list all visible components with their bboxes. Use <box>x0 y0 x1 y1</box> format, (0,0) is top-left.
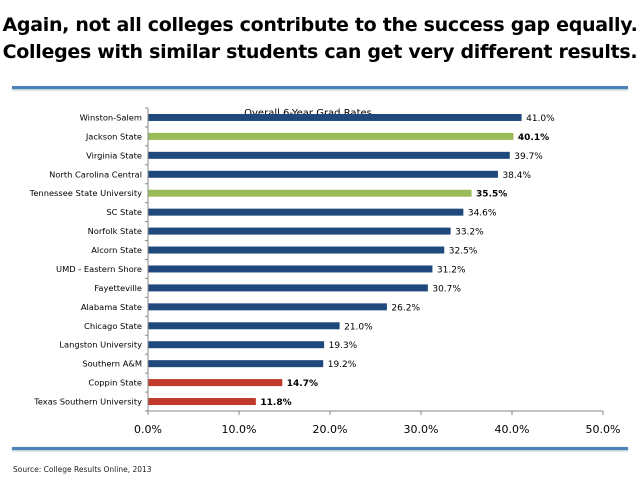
category-label: Texas Southern University <box>33 397 142 407</box>
data-label: 33.2% <box>455 228 484 238</box>
category-label: North Carolina Central <box>49 169 142 179</box>
bar-alabama-state <box>148 303 387 311</box>
x-tick-label: 30.0% <box>404 423 439 436</box>
data-label: 32.5% <box>449 247 478 257</box>
category-label: Tennessee State University <box>29 188 142 198</box>
category-label: Coppin State <box>88 378 142 388</box>
category-label: UMD - Eastern Shore <box>56 264 142 274</box>
category-label: Southern A&M <box>82 359 142 369</box>
bar-coppin-state <box>148 379 283 387</box>
bar-alcorn-state <box>148 246 445 254</box>
category-label: Norfolk State <box>88 226 142 236</box>
title-line-2: Colleges with similar students can get v… <box>2 41 638 63</box>
bar-texas-southern-university <box>148 398 256 406</box>
data-label: 34.6% <box>468 209 497 219</box>
category-label: Langston University <box>59 340 142 350</box>
x-tick-label: 20.0% <box>313 423 348 436</box>
category-label: Fayetteville <box>94 283 142 293</box>
bar-virginia-state <box>148 151 510 159</box>
bar-southern-a-m <box>148 360 324 368</box>
category-label: Jackson State <box>85 131 142 141</box>
data-label: 41.0% <box>526 114 555 124</box>
data-label: 38.4% <box>502 171 531 181</box>
title-divider <box>12 86 628 89</box>
category-label: SC State <box>106 207 142 217</box>
bar-north-carolina-central <box>148 170 498 178</box>
data-label: 21.0% <box>344 322 373 332</box>
bar-jackson-state <box>148 132 514 140</box>
data-label: 11.8% <box>260 398 291 408</box>
chart-title: Overall 6-Year Grad Rates <box>244 108 372 119</box>
footer-divider <box>12 447 628 450</box>
x-tick-label: 0.0% <box>134 423 162 436</box>
x-tick-label: 50.0% <box>586 423 621 436</box>
data-label: 39.7% <box>514 152 543 162</box>
category-label: Virginia State <box>86 150 142 160</box>
bar-tennessee-state-university <box>148 189 472 197</box>
bar-umd-eastern-shore <box>148 265 433 273</box>
data-label: 40.1% <box>518 133 549 143</box>
data-label: 26.2% <box>391 303 420 313</box>
source-note: Source: College Results Online, 2013 <box>13 465 152 474</box>
bar-fayetteville <box>148 284 428 292</box>
bar-winston-salem <box>148 113 522 121</box>
category-label: Winston-Salem <box>80 112 142 122</box>
x-tick-label: 40.0% <box>495 423 530 436</box>
data-label: 35.5% <box>476 190 507 200</box>
bar-langston-university <box>148 341 325 349</box>
data-label: 14.7% <box>287 379 318 389</box>
data-label: 30.7% <box>432 284 461 294</box>
title-line-1: Again, not all colleges contribute to th… <box>2 14 638 36</box>
bar-norfolk-state <box>148 227 451 235</box>
data-label: 19.2% <box>328 360 357 370</box>
data-label: 19.3% <box>329 341 358 351</box>
x-tick-label: 10.0% <box>222 423 257 436</box>
bar-sc-state <box>148 208 464 216</box>
category-label: Alcorn State <box>91 245 142 255</box>
category-label: Chicago State <box>84 321 142 331</box>
slide-title: Again, not all colleges contribute to th… <box>0 12 640 66</box>
category-label: Alabama State <box>81 302 142 312</box>
data-label: 31.2% <box>437 265 466 275</box>
bar-chicago-state <box>148 322 340 330</box>
